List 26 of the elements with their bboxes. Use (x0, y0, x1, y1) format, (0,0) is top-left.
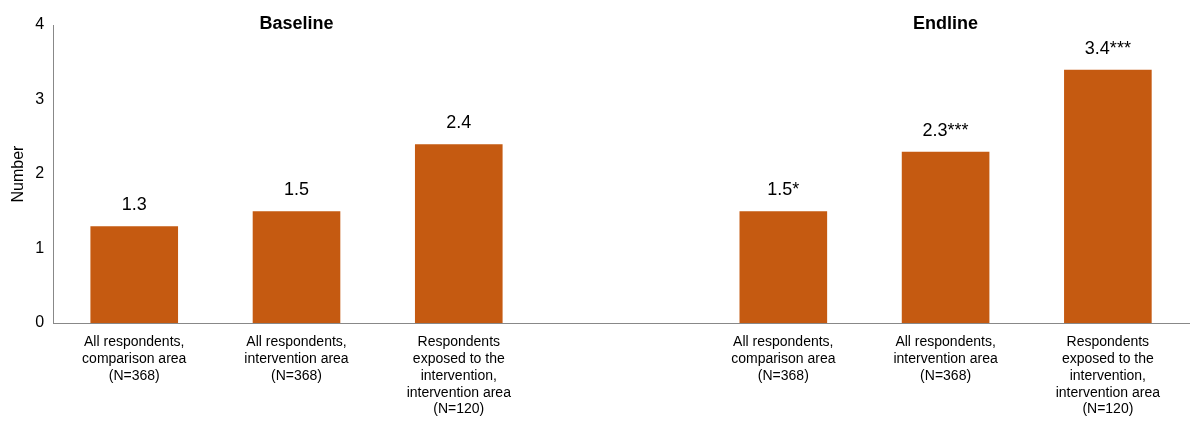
bar (252, 211, 341, 323)
x-tick-label: All respondents, intervention area (N=368) (893, 333, 998, 383)
annotation: Endline (913, 12, 979, 33)
x-tick-label: Respondents exposed to the intervention, intervention area (N=120) (1055, 333, 1161, 417)
x-tick-label: All respondents, comparison area (N=368) (731, 333, 836, 383)
y-tick-label: 3 (35, 89, 45, 107)
data-label: 3.4*** (1084, 37, 1131, 58)
data-label: 1.3 (121, 194, 147, 215)
bar (739, 211, 828, 323)
y-tick-label: 0 (35, 313, 45, 331)
x-tick-label: Respondents exposed to the intervention, intervention area (N=120) (406, 333, 512, 417)
y-tick-label: 2 (35, 164, 45, 182)
bar (90, 226, 179, 323)
data-label: 1.5* (767, 179, 800, 200)
x-tick-label: All respondents, comparison area (N=368) (82, 333, 187, 383)
y-axis-title: Number (9, 144, 27, 203)
annotation: Baseline (259, 12, 334, 33)
x-tick-label: All respondents, intervention area (N=368) (244, 333, 349, 383)
y-tick-label: 4 (35, 15, 45, 33)
data-label: 2.4 (446, 112, 472, 133)
bar (901, 151, 990, 323)
bar (1064, 69, 1152, 323)
bar (414, 144, 503, 323)
y-tick-label: 1 (35, 238, 45, 256)
data-label: 1.5 (283, 179, 310, 200)
data-label: 2.3*** (922, 119, 969, 140)
